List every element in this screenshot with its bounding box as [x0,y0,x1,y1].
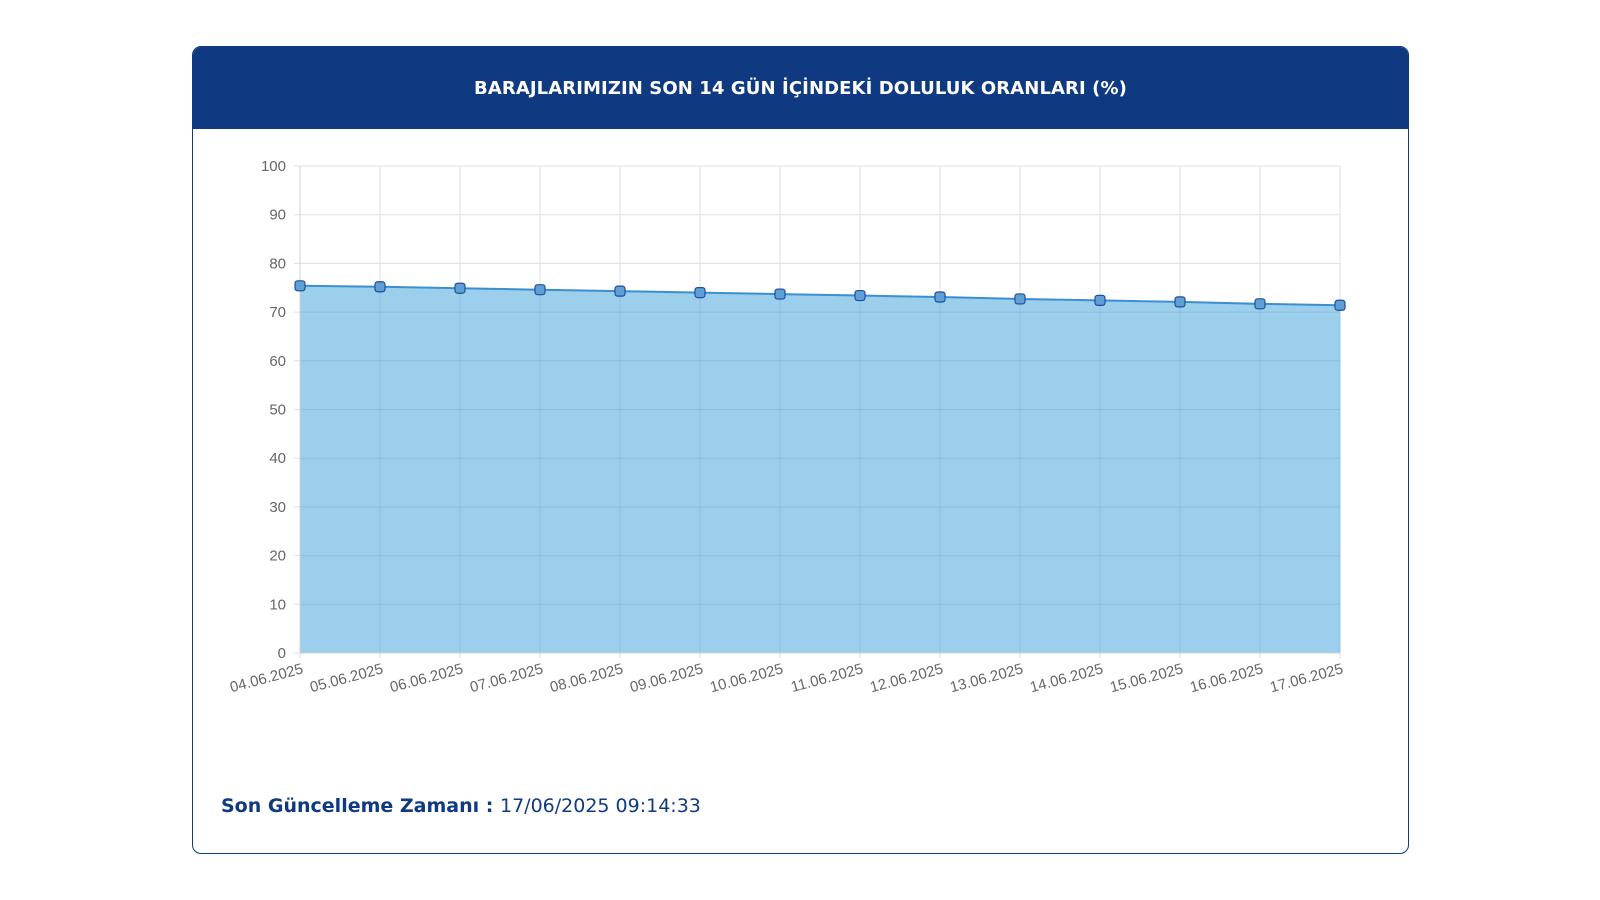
series-line [299,284,1341,307]
card-title: BARAJLARIMIZIN SON 14 GÜN İÇİNDEKİ DOLUL… [474,77,1127,99]
dam-occupancy-card: BARAJLARIMIZIN SON 14 GÜN İÇİNDEKİ DOLUL… [192,46,1409,854]
data-point[interactable] [374,281,386,293]
occupancy-chart: 0 10 20 30 40 50 60 70 80 90 100 04.06.2025 05.06.20… [228,158,1346,696]
data-point[interactable] [1014,293,1026,305]
x-tick-label: 13.06.2025 [948,660,1025,696]
data-point[interactable] [1094,294,1106,307]
y-tick-label: 90 [269,207,286,224]
chart-area-layer [299,284,1341,653]
y-tick-label: 30 [269,499,286,516]
data-point[interactable] [694,287,706,299]
x-tick-label: 16.06.2025 [1188,660,1265,696]
x-tick-label: 10.06.2025 [708,660,785,696]
y-tick-label: 70 [269,304,286,321]
chart-axes [299,166,1340,654]
last-update-value: 17/06/2025 09:14:33 [499,795,701,817]
x-tick-label: 12.06.2025 [868,660,945,696]
x-tick-label: 17.06.2025 [1268,660,1345,696]
data-point[interactable] [294,280,306,292]
x-tick-label: 15.06.2025 [1108,660,1185,696]
y-tick-label: 100 [261,158,286,175]
x-tick-label: 06.06.2025 [388,660,465,696]
card-header: BARAJLARIMIZIN SON 14 GÜN İÇİNDEKİ DOLUL… [193,47,1408,129]
y-tick-label: 0 [278,645,286,662]
data-point[interactable] [854,289,866,302]
data-point[interactable] [1254,298,1266,310]
x-tick-label: 08.06.2025 [548,660,625,696]
y-tick-label: 50 [269,402,286,419]
data-point[interactable] [454,282,466,294]
x-tick-label: 11.06.2025 [789,660,865,696]
data-point[interactable] [1174,296,1186,308]
y-tick-label: 80 [269,255,286,272]
data-point[interactable] [774,288,786,300]
x-tick-label: 14.06.2025 [1028,660,1105,696]
data-point[interactable] [534,284,546,296]
y-tick-label: 10 [269,596,286,613]
x-tick-label: 07.06.2025 [468,660,545,696]
data-point[interactable] [614,285,626,297]
area-fill [300,285,1340,653]
chart-points [294,280,1346,311]
y-tick-label: 40 [269,450,286,467]
data-point[interactable] [934,291,946,303]
data-point[interactable] [1334,299,1346,311]
last-update: Son Güncelleme Zamanı : 17/06/2025 09:14… [221,795,701,817]
x-tick-label: 04.06.2025 [228,660,305,696]
x-tick-label: 05.06.2025 [308,660,385,696]
y-tick-label: 60 [269,353,286,370]
y-tick-label: 20 [269,548,286,565]
x-tick-label: 09.06.2025 [628,660,705,696]
last-update-label: Son Güncelleme Zamanı : [221,795,500,817]
